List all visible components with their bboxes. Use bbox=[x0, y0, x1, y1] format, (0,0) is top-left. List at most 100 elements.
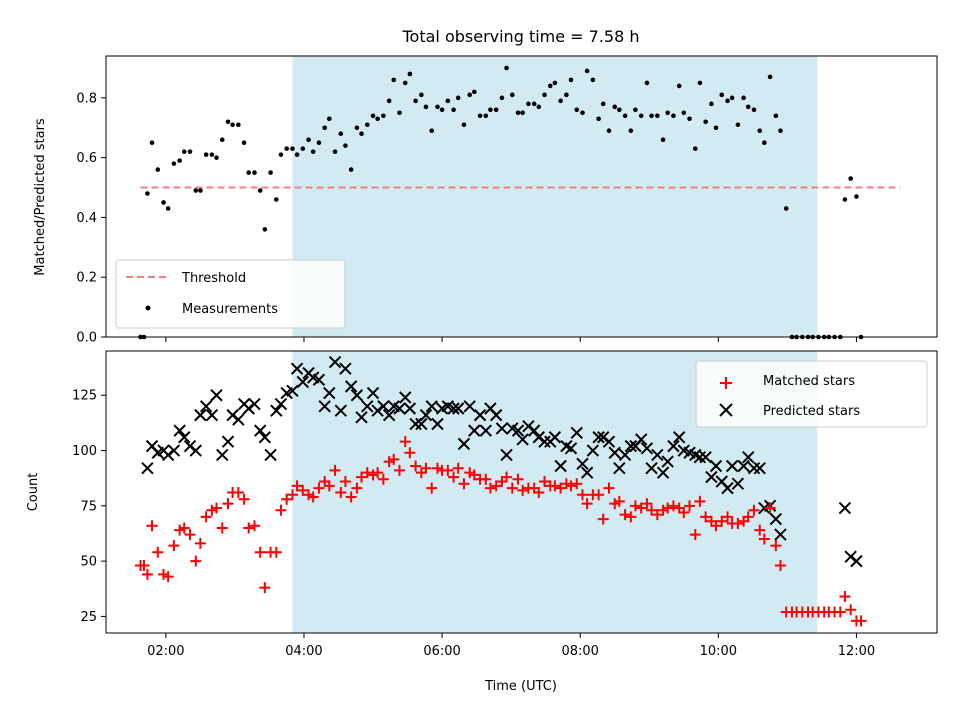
matched-star-point bbox=[517, 484, 529, 496]
predicted-star-point bbox=[393, 402, 406, 415]
predicted-star-point bbox=[232, 413, 245, 426]
measurement-point bbox=[145, 191, 150, 196]
ratio-y-tick-label: 0.6 bbox=[76, 151, 97, 166]
legend-measurements-swatch bbox=[145, 305, 151, 311]
predicted-star-point bbox=[463, 400, 476, 413]
predicted-star-point bbox=[838, 501, 852, 515]
matched-star-point bbox=[442, 464, 454, 476]
measurement-point bbox=[252, 170, 257, 175]
predicted-star-point bbox=[753, 462, 766, 475]
measurement-point bbox=[547, 83, 553, 89]
matched-star-point bbox=[593, 489, 605, 501]
measurement-point bbox=[660, 137, 666, 143]
predicted-star-point bbox=[651, 448, 664, 462]
ratio-plot-frame bbox=[105, 55, 938, 338]
matched-star-point bbox=[270, 546, 282, 558]
measurement-point bbox=[241, 140, 247, 145]
predicted-star-point bbox=[580, 466, 594, 479]
measurement-point bbox=[622, 113, 628, 119]
legend-threshold-label: Threshold bbox=[181, 271, 246, 286]
matched-star-point bbox=[651, 509, 663, 521]
measurement-point bbox=[161, 200, 166, 205]
predicted-star-point bbox=[194, 408, 207, 422]
measurement-point bbox=[848, 176, 853, 181]
legend-predicted-swatch bbox=[719, 403, 733, 417]
matched-star-point bbox=[667, 500, 679, 512]
predicted-star-point bbox=[656, 466, 670, 479]
measurement-point bbox=[638, 113, 644, 119]
matched-star-point bbox=[210, 502, 222, 514]
measurement-point bbox=[386, 98, 392, 104]
predicted-star-point bbox=[592, 431, 605, 444]
predicted-star-point bbox=[264, 448, 277, 462]
measurement-point bbox=[451, 107, 456, 113]
measurement-point bbox=[692, 146, 698, 151]
matched-star-point bbox=[555, 482, 567, 494]
predicted-stars-points bbox=[141, 355, 863, 568]
count-y-tick-label: 25 bbox=[80, 610, 97, 625]
predicted-star-point bbox=[248, 397, 261, 411]
measurement-point bbox=[381, 113, 386, 119]
measurement-point bbox=[665, 110, 670, 116]
predicted-star-point bbox=[419, 408, 433, 422]
x-tick-label: 06:00 bbox=[423, 644, 460, 659]
predicted-star-point bbox=[645, 462, 658, 475]
predicted-star-point bbox=[495, 422, 509, 435]
matched-star-point bbox=[275, 504, 287, 516]
matched-star-point bbox=[748, 504, 760, 516]
measurement-point bbox=[520, 110, 525, 116]
measurement-point bbox=[316, 140, 322, 145]
predicted-star-point bbox=[431, 417, 444, 431]
matched-star-point bbox=[222, 498, 234, 510]
measurement-point bbox=[278, 152, 284, 157]
matched-star-point bbox=[426, 482, 438, 494]
measurement-point bbox=[767, 74, 773, 80]
predicted-star-point bbox=[737, 459, 750, 473]
predicted-star-point bbox=[382, 408, 396, 422]
predicted-star-point bbox=[141, 462, 154, 475]
measurement-point bbox=[198, 188, 203, 193]
predicted-star-point bbox=[618, 448, 632, 462]
matched-star-point bbox=[410, 460, 422, 472]
predicted-star-point bbox=[516, 433, 529, 446]
matched-star-point bbox=[200, 511, 212, 523]
measurement-point bbox=[590, 77, 596, 83]
matched-star-point bbox=[603, 482, 615, 494]
matched-star-point bbox=[141, 568, 153, 580]
matched-star-point bbox=[297, 484, 309, 496]
matched-star-point bbox=[351, 482, 363, 494]
matched-star-point bbox=[335, 487, 347, 499]
matched-star-point bbox=[361, 467, 373, 479]
matched-star-point bbox=[764, 502, 776, 514]
count-plot-frame bbox=[105, 350, 938, 634]
measurement-point bbox=[703, 119, 708, 125]
legend-predicted-label: Predicted stars bbox=[763, 404, 860, 419]
matched-star-point bbox=[323, 480, 335, 492]
measurement-point bbox=[842, 197, 848, 202]
measurement-point bbox=[423, 104, 429, 110]
measurement-point bbox=[729, 95, 735, 101]
measurement-point bbox=[455, 95, 461, 101]
measurement-point bbox=[709, 101, 714, 107]
measurement-point bbox=[783, 206, 789, 211]
predicted-star-point bbox=[409, 417, 422, 431]
measurement-point bbox=[435, 104, 440, 110]
measurement-point bbox=[402, 80, 408, 86]
matched-star-point bbox=[625, 511, 637, 523]
predicted-star-point bbox=[178, 431, 191, 444]
measurement-point bbox=[306, 137, 311, 143]
matched-star-point bbox=[452, 462, 464, 474]
measurement-point bbox=[274, 197, 279, 202]
predicted-star-point bbox=[296, 375, 310, 389]
matched-star-point bbox=[710, 520, 722, 532]
measurement-point bbox=[515, 110, 521, 116]
predicted-star-point bbox=[554, 459, 567, 473]
measurement-point bbox=[600, 101, 606, 107]
chart-title: Total observing time = 7.58 h bbox=[401, 27, 639, 46]
predicted-star-point bbox=[564, 442, 578, 455]
predicted-star-point bbox=[270, 404, 283, 417]
ratio-y-tick-label: 0.8 bbox=[76, 91, 97, 106]
measurement-point bbox=[509, 92, 515, 98]
matched-star-point bbox=[345, 491, 357, 503]
measurement-point bbox=[300, 146, 306, 151]
